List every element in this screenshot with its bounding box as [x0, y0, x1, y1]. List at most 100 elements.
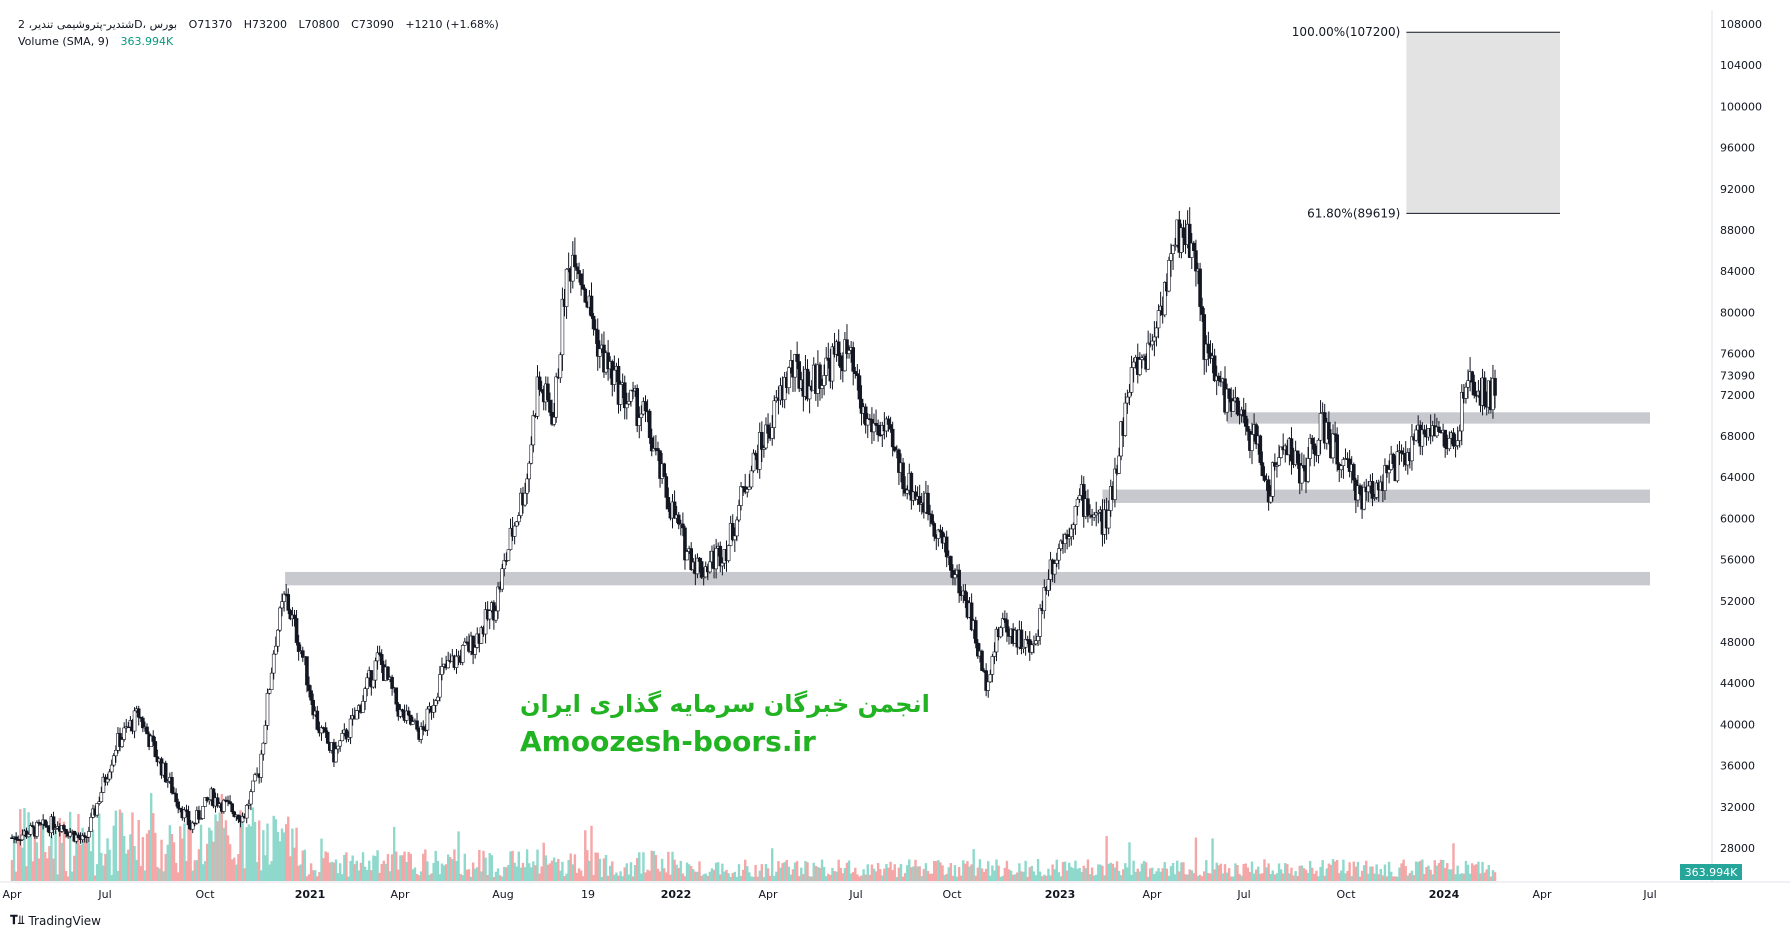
- candle-body: [664, 476, 669, 498]
- volume-bar: [129, 834, 132, 881]
- volume-bar: [1070, 866, 1073, 881]
- candle-body: [1052, 563, 1057, 575]
- candle-body: [1071, 524, 1076, 530]
- time-tick-label: Apr: [1532, 888, 1552, 901]
- candle-body: [976, 642, 980, 657]
- price-tick-label: 92000: [1720, 183, 1755, 196]
- volume-bar: [480, 871, 483, 881]
- volume-bar: [548, 863, 552, 881]
- volume-bar: [64, 870, 68, 881]
- volume-bar: [1186, 874, 1189, 881]
- volume-bar: [496, 868, 500, 881]
- volume-bar: [771, 848, 774, 881]
- candle-body: [1073, 505, 1078, 525]
- candle-body: [558, 354, 563, 379]
- volume-bar: [822, 866, 826, 881]
- volume-bar: [1400, 863, 1403, 881]
- volume-bar: [1479, 873, 1482, 881]
- candle-body: [1138, 359, 1142, 375]
- candle-body: [288, 610, 293, 620]
- volume-bar: [214, 814, 217, 881]
- volume-bar: [550, 860, 554, 881]
- volume-bar: [1348, 862, 1351, 881]
- candle-body: [892, 446, 897, 452]
- volume-bar: [777, 861, 780, 881]
- volume-bar: [1236, 864, 1239, 881]
- volume-bar: [970, 864, 973, 881]
- candle-body: [757, 432, 762, 470]
- volume-bar: [233, 857, 236, 881]
- candle-body: [525, 478, 529, 494]
- candle-body: [309, 690, 313, 701]
- volume-bar: [694, 871, 697, 881]
- volume-bar: [280, 828, 284, 881]
- tradingview-logo[interactable]: 𝐓⫫ TradingView: [10, 913, 101, 928]
- volume-bar: [384, 863, 388, 881]
- volume-bar: [1331, 859, 1335, 881]
- volume-bar: [1315, 870, 1318, 881]
- volume-bar: [1362, 865, 1366, 881]
- candle-body: [843, 339, 847, 372]
- volume-bar: [1020, 871, 1023, 881]
- volume-bar: [530, 867, 533, 881]
- volume-bar: [825, 876, 828, 881]
- candle-body: [263, 725, 268, 744]
- candle-body: [1493, 377, 1497, 396]
- symbol-label[interactable]: شتدیر-پتروشیمی تندیر، 2D، بورس: [18, 18, 178, 31]
- candle-body: [523, 492, 527, 506]
- volume-bar: [1107, 863, 1110, 881]
- volume-bar: [503, 866, 506, 881]
- candle-body: [336, 745, 340, 750]
- volume-bar: [1269, 873, 1272, 881]
- candle-body: [1127, 391, 1132, 398]
- candle-body: [1258, 435, 1263, 463]
- volume-bar: [557, 858, 560, 881]
- volume-bar: [1423, 874, 1426, 881]
- volume-bar: [152, 813, 155, 881]
- volume-bar: [633, 865, 637, 881]
- volume-bar: [1275, 873, 1279, 881]
- volume-bar: [444, 864, 448, 881]
- legend-ohlc: شتدیر-پتروشیمی تندیر، 2D، بورس O71370 H7…: [18, 18, 507, 31]
- volume-bar: [102, 865, 105, 881]
- time-tick-label: Apr: [1142, 888, 1162, 901]
- candle-body: [251, 780, 255, 793]
- volume-bar: [756, 876, 759, 881]
- volume-bar: [806, 862, 809, 881]
- volume-indicator-label[interactable]: Volume (SMA, 9): [18, 35, 109, 48]
- candle-body: [595, 329, 600, 357]
- volume-bar: [187, 816, 190, 881]
- volume-bar: [1487, 865, 1490, 881]
- volume-bar: [835, 871, 838, 881]
- candle-body: [992, 651, 997, 657]
- volume-bar: [12, 835, 16, 881]
- volume-bar: [1211, 838, 1214, 881]
- candle-body: [508, 527, 513, 550]
- volume-bar: [656, 868, 660, 881]
- time-axis[interactable]: Apr Jul Oct 2021 Apr Aug 19 2022 Apr Jul Oct 2023 Ap…: [2, 888, 1656, 901]
- volume-bar: [156, 866, 159, 881]
- volume-bar: [1230, 876, 1233, 881]
- candle-body: [546, 383, 550, 401]
- volume-bar: [1435, 865, 1439, 881]
- volume-bar: [461, 875, 464, 881]
- volume-bar: [1398, 867, 1401, 881]
- volume-bar: [916, 866, 919, 881]
- volume-bar: [746, 866, 749, 881]
- volume-bar: [1140, 863, 1144, 881]
- volume-bar: [781, 863, 784, 881]
- volume-bar: [673, 859, 676, 881]
- volume-bar: [839, 867, 842, 881]
- volume-bar: [372, 855, 375, 881]
- candle-body: [174, 793, 178, 803]
- volume-bar: [1387, 861, 1391, 881]
- volume-bar: [1207, 873, 1210, 881]
- candle-body: [1341, 459, 1346, 466]
- candle-body: [1310, 437, 1315, 445]
- price-axis[interactable]: 28000 32000 36000 40000 44000 48000 52000 56000…: [1680, 18, 1762, 880]
- volume-bar: [579, 870, 583, 881]
- change-value: +1210 (+1.68%): [405, 18, 499, 31]
- candle-body: [344, 729, 349, 740]
- volume-bar: [874, 871, 878, 881]
